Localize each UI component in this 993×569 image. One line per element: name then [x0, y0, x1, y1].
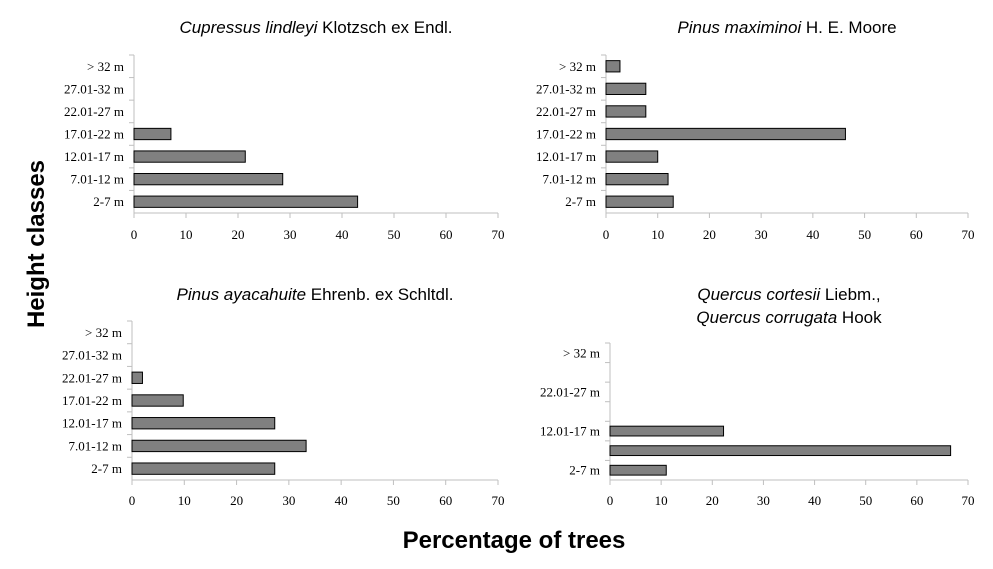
- chart-title-species: Pinus ayacahuite: [177, 285, 306, 304]
- chart-title-species: Pinus maximinoi: [677, 18, 802, 37]
- x-tick-label: 30: [755, 227, 768, 242]
- x-tick-label: 20: [230, 493, 243, 508]
- y-tick-label: 27.01-32 m: [536, 81, 596, 96]
- x-tick-label: 50: [858, 227, 871, 242]
- x-tick-label: 70: [962, 227, 975, 242]
- bar-7-01-12-m: [131, 439, 307, 453]
- x-tick-label: 70: [962, 493, 975, 508]
- bar-2-7-m: [133, 195, 359, 208]
- x-axis-label: Percentage of trees: [403, 527, 626, 554]
- bar-7-01-12-m: [605, 173, 669, 186]
- x-tick-label: 40: [808, 493, 821, 508]
- y-tick-label: 2-7 m: [565, 194, 596, 209]
- bar-2-7-m: [131, 462, 276, 475]
- y-tick-label: 17.01-22 m: [62, 393, 122, 408]
- x-tick-label: 20: [706, 493, 719, 508]
- bar-22-01-27-m: [131, 371, 143, 384]
- bar-2-7-m: [609, 464, 667, 476]
- bar-17-01-22-m: [131, 394, 184, 407]
- y-tick-label: 7.01-12 m: [69, 438, 122, 453]
- bar-12-01-17-m: [609, 425, 725, 437]
- x-tick-label: 10: [178, 493, 191, 508]
- y-tick-label: > 32 m: [559, 59, 596, 74]
- y-tick-label: 22.01-27 m: [64, 104, 124, 119]
- y-tick-label: 12.01-17 m: [536, 149, 596, 164]
- y-tick-label: 27.01-32 m: [62, 348, 122, 363]
- x-tick-label: 30: [757, 493, 770, 508]
- bar-12-01-17-m: [133, 150, 246, 163]
- y-tick-label: > 32 m: [87, 59, 124, 74]
- chart-title-authority: H. E. Moore: [801, 18, 896, 37]
- chart-title2-authority: Hook: [837, 308, 882, 327]
- x-tick-label: 40: [336, 227, 349, 242]
- y-tick-label: 12.01-17 m: [62, 416, 122, 431]
- chart-panel-4: Quercus cortesii Liebm., Quercus corrugat…: [540, 285, 974, 508]
- chart-panel-1: Cupressus lindleyi Klotzsch ex Endl. 2-7 …: [64, 18, 504, 242]
- x-tick-label: 0: [129, 493, 136, 508]
- bar-2-7-m: [605, 195, 674, 208]
- chart-title-authority: Ehrenb. ex Schltdl.: [306, 285, 453, 304]
- x-tick-label: 10: [655, 493, 668, 508]
- x-tick-label: 10: [651, 227, 664, 242]
- x-tick-label: 0: [603, 227, 610, 242]
- y-tick-label: 22.01-27 m: [536, 104, 596, 119]
- bar-7-01-12-m: [133, 173, 284, 186]
- chart-title-authority: Liebm.,: [820, 285, 880, 304]
- chart-title-species: Cupressus lindleyi: [179, 18, 318, 37]
- chart-title: Cupressus lindleyi Klotzsch ex Endl.: [179, 18, 452, 37]
- x-tick-label: 0: [131, 227, 138, 242]
- chart-title-line2: Quercus corrugata Hook: [696, 308, 882, 327]
- y-tick-label: 17.01-22 m: [64, 127, 124, 142]
- x-tick-label: 20: [232, 227, 245, 242]
- x-tick-label: 70: [492, 493, 505, 508]
- chart-title-species: Quercus cortesii: [697, 285, 821, 304]
- y-tick-label: 12.01-17 m: [64, 149, 124, 164]
- x-tick-label: 60: [439, 493, 452, 508]
- x-tick-label: 30: [284, 227, 297, 242]
- bar-17-01-22-m: [605, 127, 846, 141]
- x-tick-label: 10: [180, 227, 193, 242]
- y-tick-label: 22.01-27 m: [62, 370, 122, 385]
- y-tick-label: > 32 m: [85, 325, 122, 340]
- y-tick-label: 2-7 m: [569, 463, 600, 478]
- x-tick-label: 50: [387, 493, 400, 508]
- y-tick-label: 17.01-22 m: [536, 127, 596, 142]
- bar-12-01-17-m: [605, 150, 659, 163]
- chart-title: Pinus ayacahuite Ehrenb. ex Schltdl.: [177, 285, 454, 304]
- x-tick-label: 50: [859, 493, 872, 508]
- chart-title: Pinus maximinoi H. E. Moore: [677, 18, 896, 37]
- x-tick-label: 20: [703, 227, 716, 242]
- x-tick-label: 50: [388, 227, 401, 242]
- x-tick-label: 30: [282, 493, 295, 508]
- chart-title-authority: Klotzsch ex Endl.: [317, 18, 452, 37]
- bar-7-01-12-m: [609, 445, 952, 457]
- y-axis-label: Height classes: [23, 160, 50, 328]
- x-tick-label: 40: [806, 227, 819, 242]
- bar-27-01-32-m: [605, 82, 647, 96]
- chart-panel-3: Pinus ayacahuite Ehrenb. ex Schltdl. 2-7 …: [62, 285, 504, 508]
- x-tick-label: 60: [910, 493, 923, 508]
- chart-title: Quercus cortesii Liebm.,: [697, 285, 880, 304]
- chart-title2-species: Quercus corrugata: [696, 308, 837, 327]
- y-tick-label: 27.01-32 m: [64, 81, 124, 96]
- x-tick-label: 40: [335, 493, 348, 508]
- y-tick-label: 7.01-12 m: [543, 172, 596, 187]
- bar-17-01-22-m: [133, 127, 172, 141]
- y-tick-label: 12.01-17 m: [540, 424, 600, 439]
- y-tick-label: 2-7 m: [93, 194, 124, 209]
- bar-12-01-17-m: [131, 417, 276, 430]
- y-tick-label: 22.01-27 m: [540, 384, 600, 399]
- x-tick-label: 60: [440, 227, 453, 242]
- x-tick-label: 70: [492, 227, 505, 242]
- x-tick-label: 0: [607, 493, 614, 508]
- x-tick-label: 60: [910, 227, 923, 242]
- y-tick-label: > 32 m: [563, 345, 600, 360]
- bar-32-m: [605, 60, 621, 73]
- y-tick-label: 7.01-12 m: [71, 172, 124, 187]
- y-tick-label: 2-7 m: [91, 461, 122, 476]
- chart-panel-2: Pinus maximinoi H. E. Moore 2-7 m 7.01-12 …: [536, 18, 974, 242]
- bar-22-01-27-m: [605, 105, 647, 118]
